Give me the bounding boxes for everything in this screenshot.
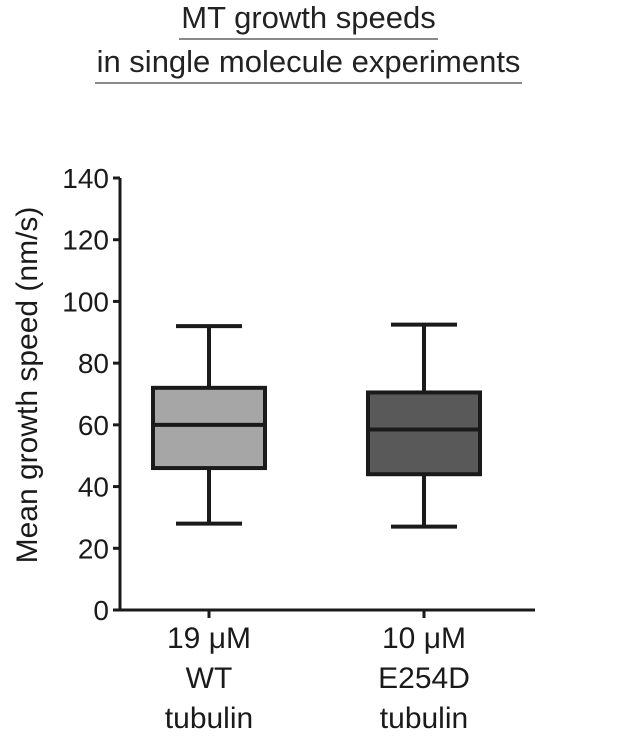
- x-tick-label: tubulin: [165, 702, 253, 735]
- y-tick-label: 0: [93, 595, 109, 626]
- box-1: [151, 324, 267, 526]
- title-line-2: in single molecule experiments: [94, 44, 523, 84]
- y-tick-label: 40: [78, 472, 109, 503]
- title-line-1: MT growth speeds: [179, 0, 438, 40]
- boxes: [151, 322, 482, 529]
- y-tick-label: 60: [78, 410, 109, 441]
- axes: 0 20 40 60 80 100 120 140: [62, 163, 535, 626]
- x-tick-label: 19 μM: [167, 622, 251, 655]
- y-tick-label: 120: [62, 225, 109, 256]
- box-iqr: [151, 385, 267, 471]
- y-tick-label: 80: [78, 348, 109, 379]
- y-axis-label: Mean growth speed (nm/s): [11, 207, 44, 564]
- box-2: [366, 322, 482, 529]
- box-iqr: [366, 390, 482, 477]
- y-tick-label: 20: [78, 533, 109, 564]
- x-tick-label: tubulin: [380, 702, 468, 735]
- x-tick-labels: 19 μM WT tubulin 10 μM E254D tubulin: [165, 622, 470, 735]
- chart-title: MT growth speeds in single molecule expe…: [0, 0, 617, 84]
- x-tick-label: E254D: [378, 662, 470, 695]
- y-tick-label: 100: [62, 286, 109, 317]
- x-tick-label: 10 μM: [382, 622, 466, 655]
- x-tick-label: WT: [186, 662, 233, 695]
- y-tick-label: 140: [62, 163, 109, 194]
